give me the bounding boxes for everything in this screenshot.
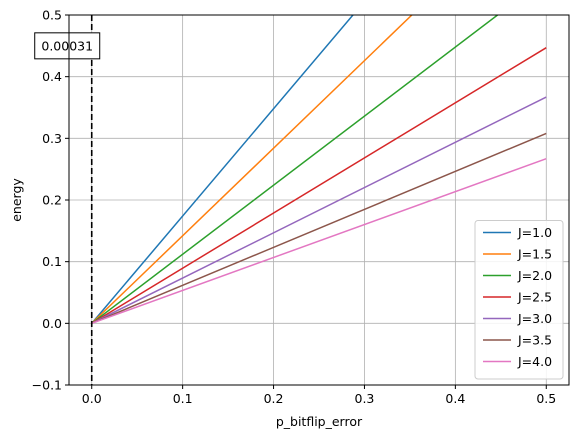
series-line-J=3.0 [91, 96, 547, 325]
y-tick-label: 0.3 [42, 131, 62, 146]
y-tick-label: 0.4 [42, 69, 62, 84]
annotation-label: 0.00031 [41, 38, 93, 53]
x-tick-label: 0.5 [536, 391, 556, 406]
x-tick-label: 0.1 [173, 391, 193, 406]
x-tick-label: 0.4 [445, 391, 465, 406]
legend-entry-label: J=1.5 [517, 247, 552, 262]
series-line-J=1.0 [91, 15, 354, 324]
series-line-J=2.5 [91, 47, 547, 324]
series-group [91, 15, 547, 325]
x-tick-label: 0.0 [82, 391, 102, 406]
y-tick-label: 0.0 [42, 316, 62, 331]
annotation-box [34, 32, 101, 60]
y-tick-label: 0.2 [42, 193, 62, 208]
legend-entry-label: J=4.0 [517, 354, 552, 369]
x-axis-label: p_bitflip_error [276, 414, 363, 429]
legend-entry-label: J=3.5 [517, 333, 552, 348]
legend-entry-label: J=3.0 [517, 311, 552, 326]
series-line-J=3.5 [91, 132, 547, 325]
series-line-J=2.0 [91, 15, 499, 324]
legend-entry-label: J=1.0 [517, 225, 552, 240]
x-tick-label: 0.2 [264, 391, 284, 406]
y-tick-label: 0.1 [42, 254, 62, 269]
y-tick-label: 0.5 [42, 8, 62, 23]
series-line-J=4.0 [91, 157, 547, 325]
x-tick-label: 0.3 [355, 391, 375, 406]
y-axis-label: energy [9, 178, 24, 222]
series-line-J=1.5 [91, 15, 413, 324]
legend-entry-label: J=2.0 [517, 268, 552, 283]
legend-entry-label: J=2.5 [517, 290, 552, 305]
y-tick-label: −0.1 [32, 378, 62, 393]
